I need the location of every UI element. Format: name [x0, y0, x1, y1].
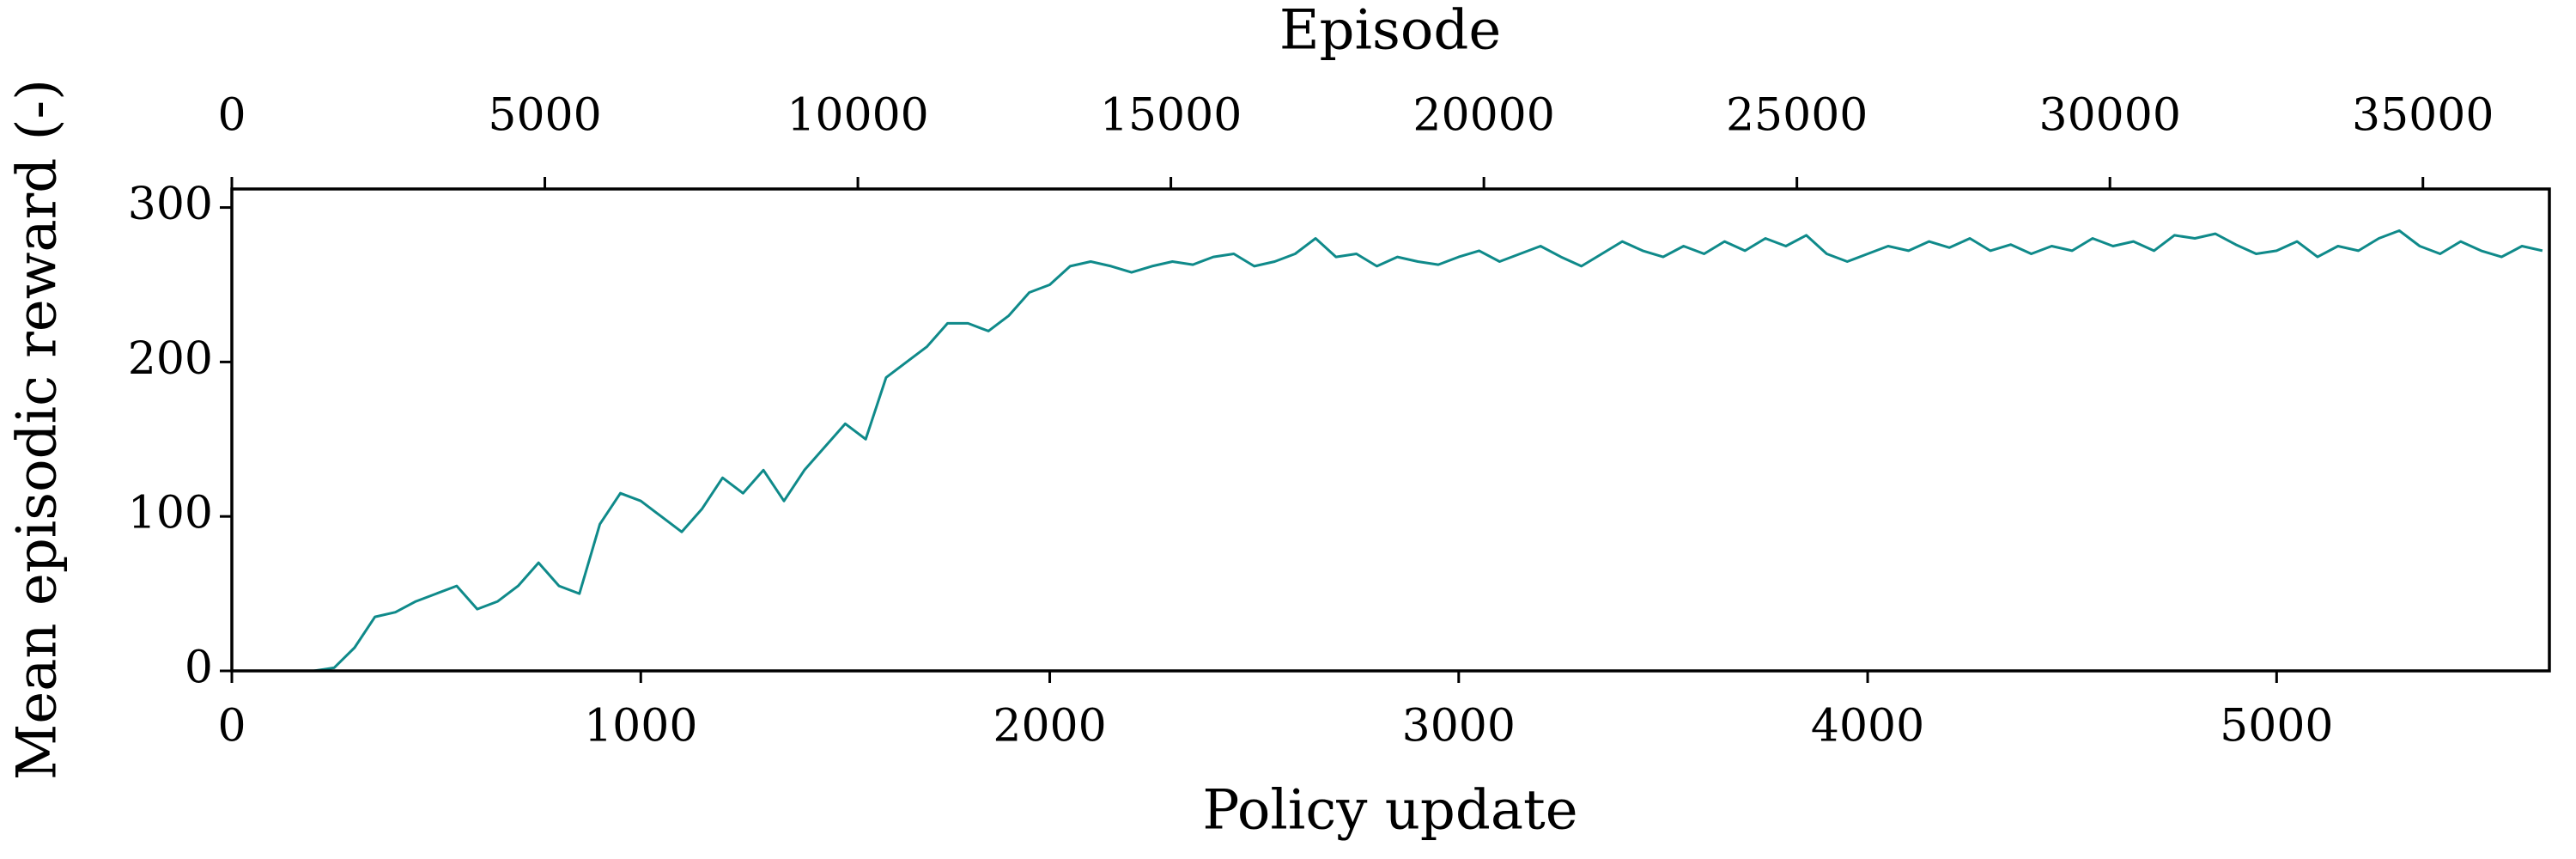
x2-tick-label: 15000: [1100, 90, 1242, 142]
x2-tick-label: 10000: [787, 90, 928, 142]
x2-tick-label: 0: [217, 90, 246, 142]
x-tick-label: 4000: [1811, 701, 1924, 752]
x2-tick-label: 25000: [1726, 90, 1868, 142]
y-tick-label: 0: [185, 643, 213, 694]
x2-axis-label: Episode: [1279, 0, 1501, 63]
x-tick-label: 2000: [993, 701, 1106, 752]
x-tick-label: 1000: [584, 701, 697, 752]
data-line: [232, 229, 2543, 673]
y-axis-label: Mean episodic reward (-): [6, 79, 70, 780]
x2-tick-label: 20000: [1413, 90, 1554, 142]
y-tick-label: 300: [128, 179, 213, 230]
x2-tick-label: 5000: [488, 90, 601, 142]
plot-frame: [230, 187, 2551, 673]
x2-tick-label: 35000: [2352, 90, 2494, 142]
x-tick-label: 3000: [1402, 701, 1516, 752]
x2-tick-label: 30000: [2038, 90, 2180, 142]
x-tick-label: 0: [217, 701, 246, 752]
x-tick-label: 5000: [2220, 701, 2333, 752]
y-tick-label: 200: [128, 333, 213, 385]
x-axis-label: Policy update: [1202, 779, 1577, 843]
y-tick-label: 100: [128, 488, 213, 539]
